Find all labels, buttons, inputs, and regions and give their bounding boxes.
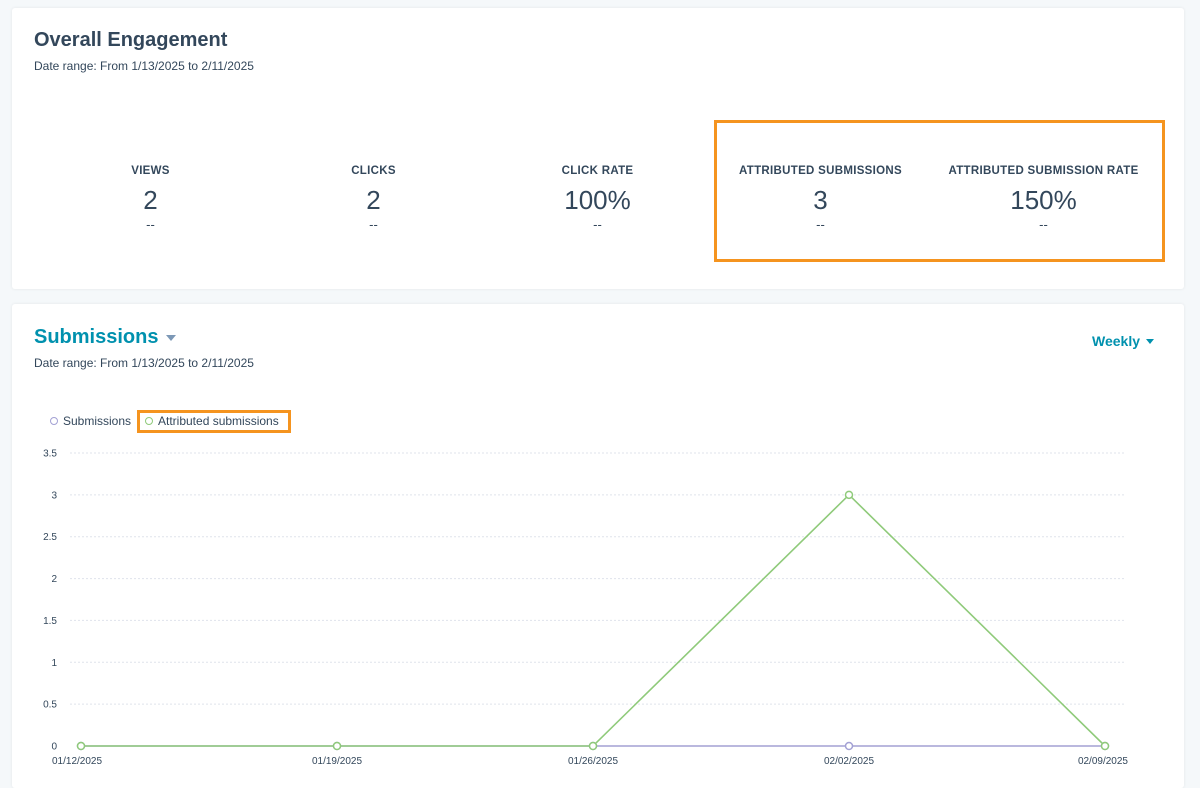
metric-delta: -- xyxy=(1039,217,1048,232)
y-tick-label: 2 xyxy=(51,574,57,585)
y-tick-label: 1 xyxy=(51,658,57,669)
metric-value: 100% xyxy=(564,185,631,215)
x-tick-label: 02/02/2025 xyxy=(824,756,874,767)
metric-value: 150% xyxy=(1010,185,1077,215)
metric-value: 3 xyxy=(813,185,828,215)
metric-label: CLICKS xyxy=(351,165,396,177)
submissions-date-range: Date range: From 1/13/2025 to 2/11/2025 xyxy=(34,356,254,370)
x-tick-label: 01/19/2025 xyxy=(312,756,362,767)
engagement-date-range: Date range: From 1/13/2025 to 2/11/2025 xyxy=(34,59,254,73)
y-tick-label: 0.5 xyxy=(43,700,57,711)
metric-value: 2 xyxy=(366,185,381,215)
y-tick-label: 0 xyxy=(51,742,57,753)
metric-views: VIEWS 2 -- xyxy=(39,165,262,232)
metric-attributed-submissions: ATTRIBUTED SUBMISSIONS 3 -- xyxy=(709,165,932,232)
metric-label: ATTRIBUTED SUBMISSIONS xyxy=(739,165,902,177)
y-tick-label: 2.5 xyxy=(43,532,57,543)
legend-circle-icon xyxy=(145,417,153,425)
metric-delta: -- xyxy=(816,217,825,232)
attributed-metrics-highlight xyxy=(714,120,1165,262)
data-point xyxy=(588,741,598,751)
metric-label: VIEWS xyxy=(131,165,170,177)
caret-down-icon xyxy=(166,334,177,341)
data-point xyxy=(844,490,854,500)
metric-label: CLICK RATE xyxy=(561,165,634,177)
metric-click-rate: CLICK RATE 100% -- xyxy=(486,165,709,232)
x-tick-label: 01/12/2025 xyxy=(52,756,102,767)
y-tick-label: 1.5 xyxy=(43,616,57,627)
metric-delta: -- xyxy=(146,217,155,232)
y-tick-label: 3 xyxy=(51,490,57,501)
metric-delta: -- xyxy=(593,217,602,232)
data-point xyxy=(76,741,86,751)
engagement-title: Overall Engagement xyxy=(34,29,228,51)
metric-label: ATTRIBUTED SUBMISSION RATE xyxy=(948,165,1139,177)
x-tick-label: 02/09/2025 xyxy=(1078,756,1128,767)
metric-clicks: CLICKS 2 -- xyxy=(262,165,485,232)
legend-item-submissions[interactable]: Submissions xyxy=(50,414,131,428)
data-point xyxy=(332,741,342,751)
legend-label: Submissions xyxy=(63,414,132,428)
x-tick-label: 01/26/2025 xyxy=(568,756,618,767)
submissions-title: Submissions xyxy=(34,326,159,348)
metric-value: 2 xyxy=(143,185,158,215)
submissions-chart: 0 0.5 1 1.5 2 2.5 3 3.5 01/12/2025 01/19/2025 01/2… xyxy=(43,449,1128,768)
legend-circle-icon xyxy=(50,417,58,425)
data-point xyxy=(844,741,854,751)
overall-engagement-card: Overall Engagement Date range: From 1/13… xyxy=(12,8,1184,289)
legend-highlight xyxy=(137,410,291,433)
caret-down-icon xyxy=(1146,338,1154,344)
submissions-card: Submissions Date range: From 1/13/2025 t… xyxy=(12,304,1184,788)
legend-item-attributed-submissions[interactable]: Attributed submissions xyxy=(145,414,279,428)
y-tick-label: 3.5 xyxy=(43,449,57,460)
metric-delta: -- xyxy=(369,217,378,232)
interval-label: Weekly xyxy=(1092,333,1140,349)
data-point xyxy=(1100,741,1110,751)
metric-attributed-submission-rate: ATTRIBUTED SUBMISSION RATE 150% -- xyxy=(932,165,1155,232)
legend-label: Attributed submissions xyxy=(158,414,279,428)
interval-dropdown[interactable]: Weekly xyxy=(1092,333,1154,349)
submissions-dropdown[interactable]: Submissions xyxy=(34,326,177,349)
